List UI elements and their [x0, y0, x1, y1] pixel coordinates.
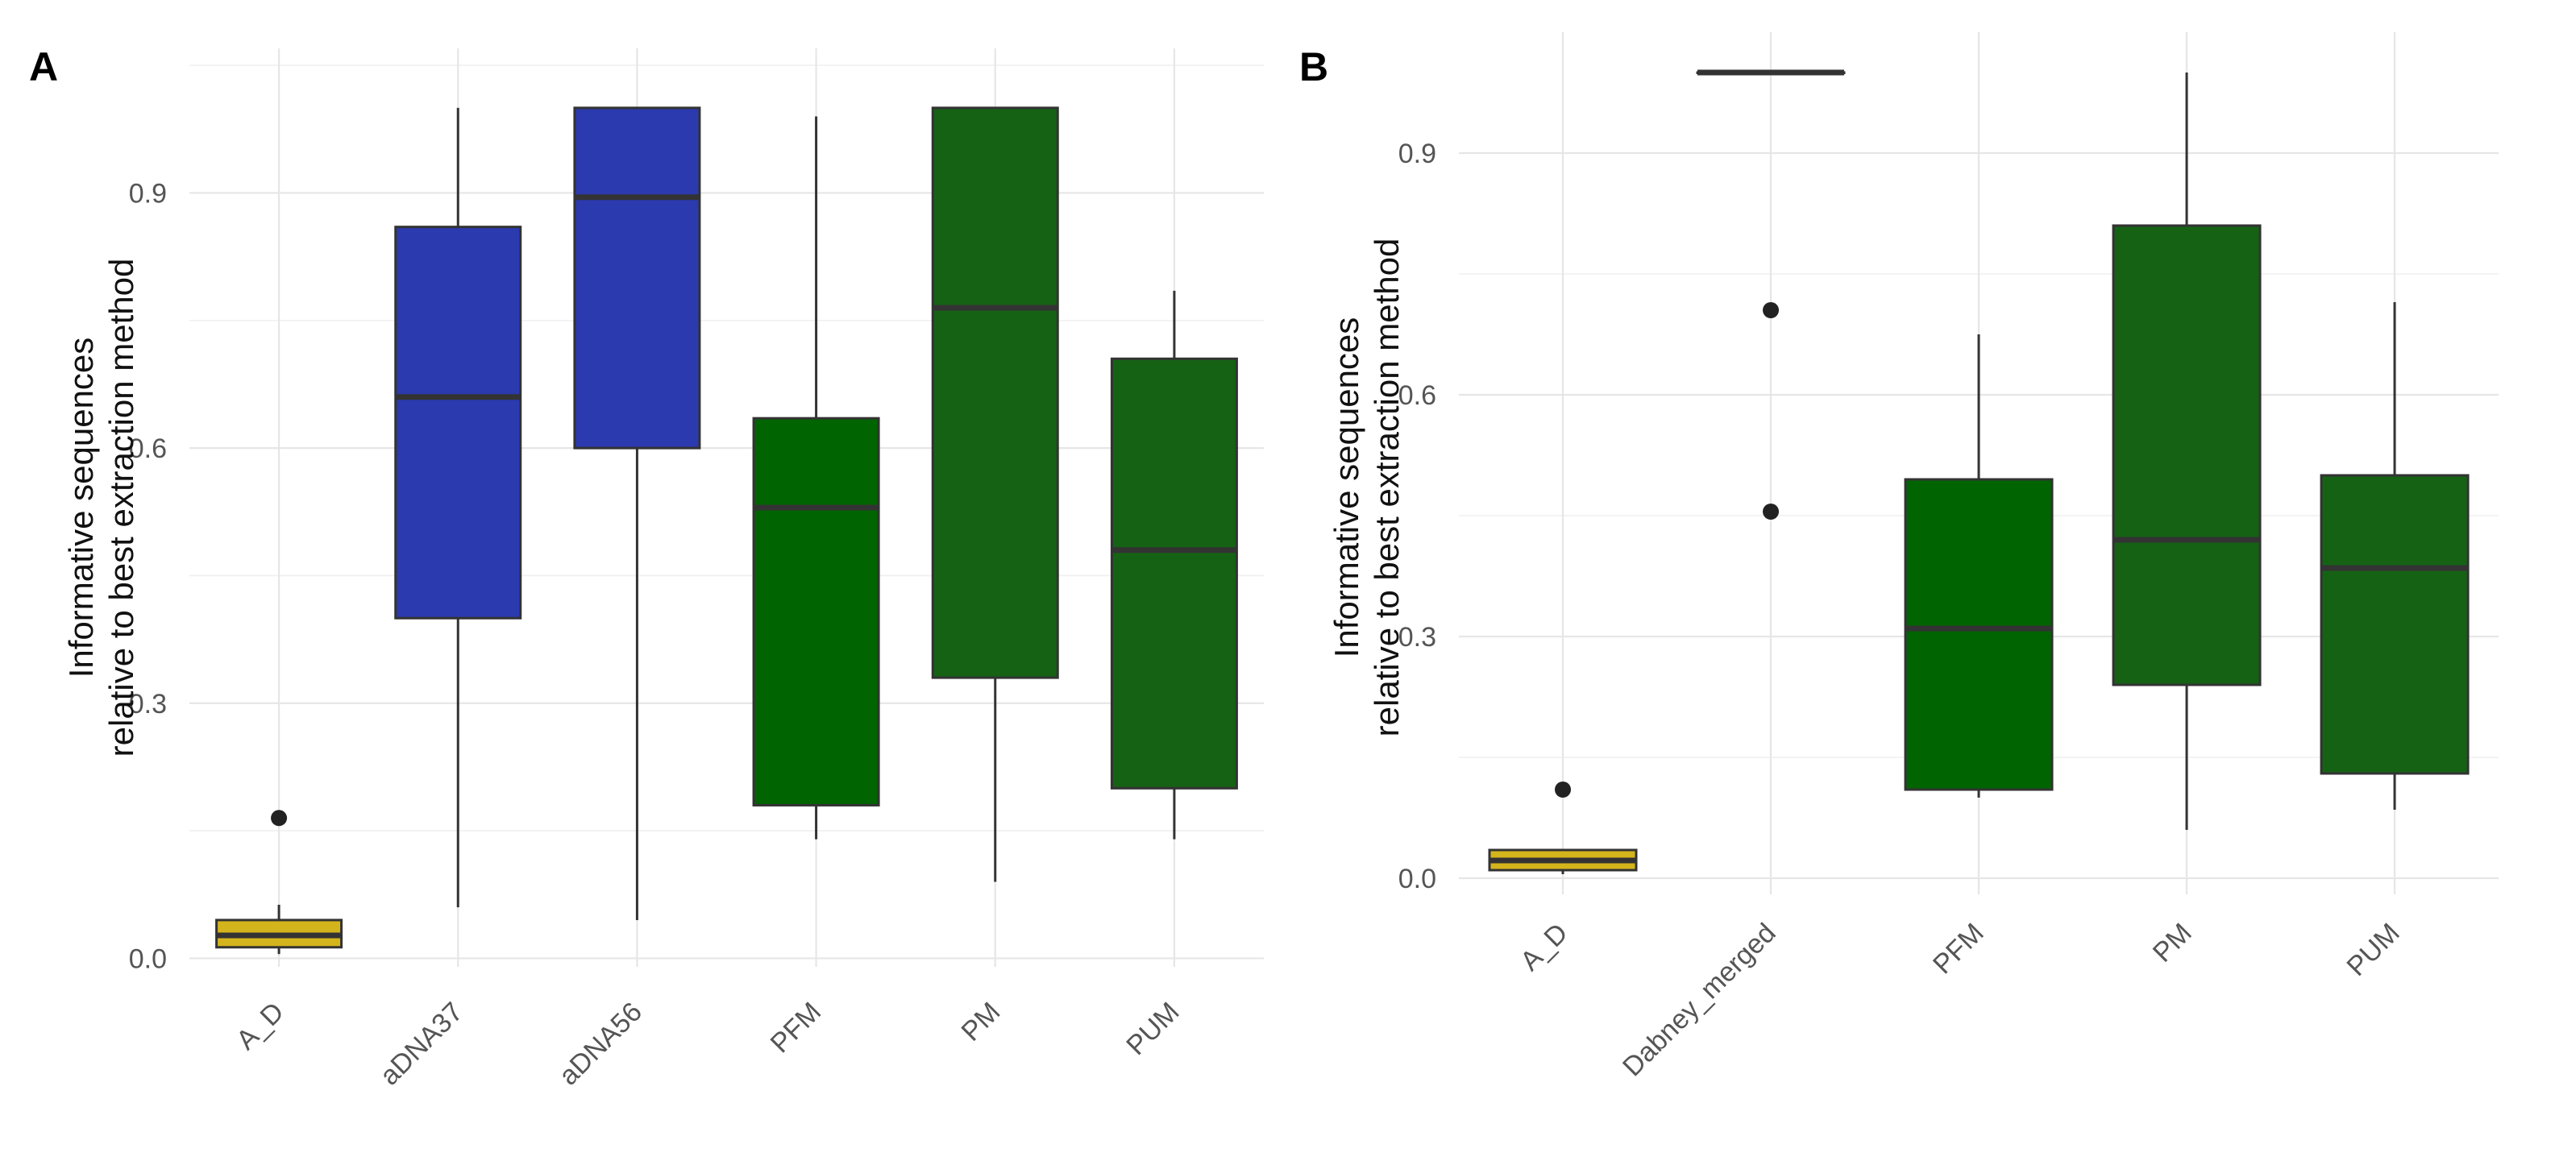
y-tick-label: 0.0 — [129, 943, 167, 974]
panel-b: 0.0 0.3 0.6 0.9 Informative sequencesrelativ… — [1299, 32, 2499, 1082]
box-rect — [1110, 357, 1238, 790]
box-pm — [2112, 73, 2262, 830]
y-axis-title-line: Informative sequences — [62, 338, 100, 678]
box-pum — [1110, 290, 1238, 840]
box-adna37 — [394, 107, 522, 908]
box-rect — [1904, 478, 2054, 791]
y-axis-title-line: Informative sequences — [1327, 317, 1365, 658]
box-pum — [2320, 302, 2470, 810]
x-tick-label: A_D — [1514, 918, 1574, 977]
x-tick-label: Dabney_merged — [1617, 918, 1782, 1083]
box-a-d — [1488, 782, 1638, 874]
box-rect — [394, 226, 522, 620]
box-pfm — [752, 116, 880, 840]
y-axis-title: Informative sequencesrelative to best ex… — [1327, 238, 1406, 737]
x-tick-label: PM — [955, 997, 1006, 1047]
x-tick-label: aDNA56 — [553, 997, 648, 1092]
box-pm — [931, 106, 1059, 882]
panel-label: A — [29, 44, 58, 89]
outlier-point — [1763, 504, 1779, 520]
y-axis-title-line: relative to best extraction method — [102, 259, 140, 757]
box-rect — [2112, 224, 2262, 686]
outlier-point — [271, 810, 288, 827]
box-dabney-merged — [1696, 69, 1846, 520]
x-tick-label: A_D — [231, 997, 290, 1056]
y-tick-label: 0.6 — [1398, 380, 1436, 411]
x-tick-label: PUM — [1120, 997, 1185, 1061]
y-axis-title-line: relative to best extraction method — [1368, 238, 1406, 737]
box-a-d — [215, 810, 343, 955]
x-tick-label: PFM — [765, 997, 828, 1059]
x-tick-label: aDNA37 — [374, 997, 469, 1092]
y-tick-label: 0.6 — [129, 433, 167, 464]
y-tick-label: 0.9 — [1398, 139, 1436, 169]
x-tick-label: PUM — [2341, 918, 2405, 982]
panel-a: 0.0 0.3 0.6 0.9 Informative sequencesrelativ… — [29, 44, 1264, 1092]
y-tick-label: 0.3 — [129, 689, 167, 719]
x-tick-label: PFM — [1927, 918, 1990, 981]
y-tick-label: 0.3 — [1398, 622, 1436, 653]
y-tick-label: 0.9 — [129, 178, 167, 209]
y-axis-title: Informative sequencesrelative to best ex… — [62, 259, 140, 757]
box-rect — [752, 417, 880, 806]
box-pfm — [1904, 334, 2054, 798]
outlier-point — [1763, 302, 1779, 318]
outlier-point — [1555, 782, 1571, 798]
y-tick-label: 0.0 — [1398, 864, 1436, 894]
x-tick-label: PM — [2147, 918, 2198, 968]
panel-label: B — [1299, 44, 1328, 89]
box-rect — [573, 106, 701, 450]
box-rect — [931, 106, 1059, 679]
box-adna56 — [573, 106, 701, 920]
box-rect — [2320, 474, 2470, 775]
